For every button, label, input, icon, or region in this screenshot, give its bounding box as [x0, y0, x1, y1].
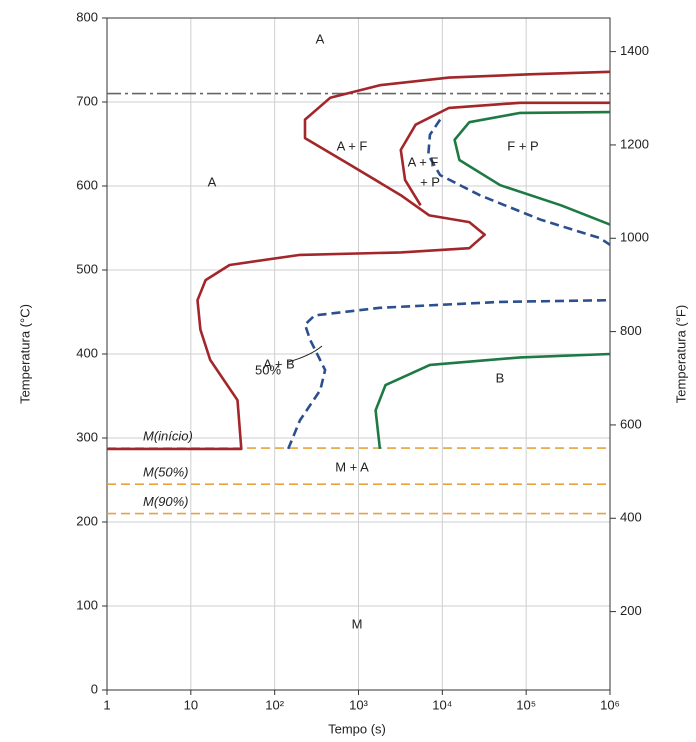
y2-tick-label: 1200 [620, 136, 649, 151]
y-tick-label: 400 [76, 345, 98, 360]
y2-tick-label: 1000 [620, 230, 649, 245]
y2-axis-title: Temperatura (°F) [673, 305, 688, 403]
region-label: 50% [255, 362, 281, 377]
y2-tick-label: 800 [620, 323, 642, 338]
y-tick-label: 500 [76, 261, 98, 276]
x-tick-label: 10³ [349, 697, 368, 712]
region-label: M [352, 616, 363, 631]
x-tick-label: 10² [265, 697, 284, 712]
curve [374, 352, 611, 450]
x-tick-label: 10⁶ [600, 697, 620, 712]
y-tick-label: 200 [76, 513, 98, 528]
region-label: A + B [263, 356, 294, 371]
y-tick-label: 600 [76, 177, 98, 192]
y2-tick-label: 1400 [620, 43, 649, 58]
region-label: + P [420, 174, 440, 189]
region-label: M + A [335, 459, 369, 474]
region-label: A + F [337, 138, 368, 153]
curve [286, 298, 611, 450]
reference-label: M(início) [143, 429, 193, 444]
y-tick-label: 300 [76, 429, 98, 444]
y2-tick-label: 600 [620, 416, 642, 431]
region-label: A [316, 31, 325, 46]
reference-label: M(50%) [143, 465, 189, 480]
curve [427, 118, 611, 246]
annotation-arrow [287, 345, 323, 363]
curve [399, 101, 610, 206]
x-tick-label: 10⁵ [516, 697, 536, 712]
y-axis-title: Temperatura (°C) [17, 304, 32, 404]
region-label: A [208, 174, 217, 189]
x-tick-label: 10 [184, 697, 198, 712]
x-tick-label: 10⁴ [432, 697, 452, 712]
y2-tick-label: 400 [620, 510, 642, 525]
curve [107, 70, 611, 451]
y-tick-label: 700 [76, 93, 98, 108]
y-tick-label: 800 [76, 9, 98, 24]
reference-label: M(90%) [143, 494, 189, 509]
y-tick-label: 0 [91, 681, 98, 696]
x-tick-label: 1 [103, 697, 110, 712]
region-label: A + F [408, 154, 439, 169]
y2-tick-label: 200 [620, 603, 642, 618]
y-tick-label: 100 [76, 597, 98, 612]
x-axis-title: Tempo (s) [328, 721, 386, 736]
curve [453, 110, 611, 226]
region-label: F + P [507, 138, 538, 153]
region-label: B [496, 370, 505, 385]
